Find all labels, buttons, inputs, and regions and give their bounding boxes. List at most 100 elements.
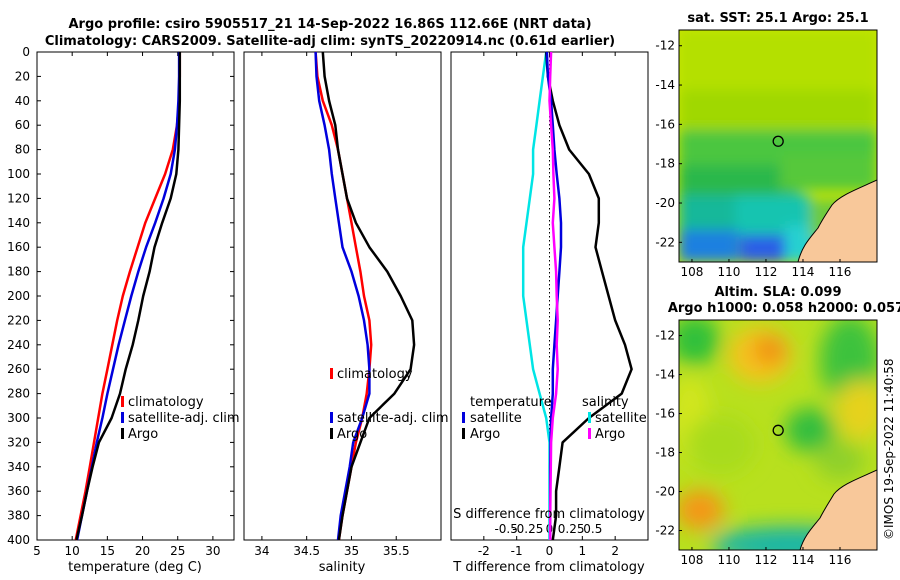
salinity-xlabel: salinity (319, 560, 366, 575)
sst-map-frame (678, 29, 878, 263)
legend-temp-satellite-swatch (462, 412, 465, 423)
lon-tick-label: 112 (755, 553, 778, 567)
legend-argo: Argo (337, 427, 367, 442)
lon-tick-label: 108 (681, 265, 704, 279)
imos-watermark: ©IMOS 19-Sep-2022 11:40:58 (882, 358, 896, 540)
depth-tick-label: 320 (7, 435, 30, 449)
lat-tick-label: -14 (655, 78, 675, 92)
temperature-panel: 0204060801001201401601802002202402602803… (7, 45, 648, 575)
t-difference-x-axis: -2 -1 0 1 2 (478, 52, 619, 558)
sst-map-axes: 108 110 112 114 116 -12 -14 -16 -18 -20 -22 (655, 39, 851, 279)
series-climatology-line (314, 51, 373, 541)
temperature-axes (36, 51, 235, 541)
legend-climatology: climatology (337, 367, 413, 382)
s-tick-label: 0.25 (558, 522, 585, 536)
legend-temp-argo: Argo (470, 427, 500, 442)
depth-tick-label: 0 (22, 45, 30, 59)
lat-tick-label: -14 (655, 368, 675, 382)
legend-climatology: climatology (128, 395, 204, 410)
x-tick-label: 0 (546, 544, 554, 558)
legend-argo-swatch (121, 428, 124, 439)
depth-tick-label: 260 (7, 362, 30, 376)
depth-tick-label: 100 (7, 167, 30, 181)
x-tick-label: 35 (344, 544, 359, 558)
depth-tick-label: 60 (15, 118, 30, 132)
legend-temp-argo-swatch (462, 428, 465, 439)
x-tick-label: 35.5 (383, 544, 410, 558)
series-temperature-argo-line (544, 51, 633, 541)
x-tick-label: 34 (254, 544, 269, 558)
argo-location-marker (772, 424, 784, 436)
x-tick-label: -1 (511, 544, 523, 558)
sla-map-frame (678, 319, 878, 551)
legend-satellite: satellite-adj. clim (337, 411, 449, 426)
salinity-panel: 34 34.5 35 35.5 salinity climatology satell… (243, 51, 449, 575)
depth-tick-label: 340 (7, 460, 30, 474)
legend-salinity-title: salinity (582, 395, 629, 410)
lon-tick-label: 116 (829, 553, 852, 567)
legend-temperature-title: temperature (470, 395, 552, 410)
lon-tick-label: 110 (718, 553, 741, 567)
x-tick-label: -2 (478, 544, 490, 558)
x-tick-label: 34.5 (293, 544, 320, 558)
lat-tick-label: -16 (655, 117, 675, 131)
lat-tick-label: -12 (655, 329, 675, 343)
title-line-1: Argo profile: csiro 5905517_21 14-Sep-20… (68, 17, 591, 32)
temperature-legend: climatology satellite-adj. clim Argo (121, 395, 240, 442)
legend-argo-swatch (330, 428, 333, 439)
depth-tick-label: 180 (7, 265, 30, 279)
legend-satellite: satellite-adj. clim (128, 411, 240, 426)
x-tick-label: 20 (135, 544, 150, 558)
legend-sal-argo-swatch (588, 428, 591, 439)
x-tick-label: 10 (65, 544, 80, 558)
lon-tick-label: 110 (718, 265, 741, 279)
land (799, 469, 877, 550)
s-difference-xlabel: S difference from climatology (453, 507, 645, 522)
depth-tick-label: 200 (7, 289, 30, 303)
x-tick-label: 1 (579, 544, 587, 558)
difference-panel: -2 -1 0 1 2 -0.5-0.25 0 0.250.5 T difference f… (450, 51, 649, 575)
legend-argo: Argo (128, 427, 158, 442)
x-tick-label: 2 (611, 544, 619, 558)
lat-tick-label: -20 (655, 485, 675, 499)
depth-tick-label: 220 (7, 313, 30, 327)
depth-tick-label: 380 (7, 509, 30, 523)
lon-tick-label: 108 (681, 553, 704, 567)
sst-map-title: sat. SST: 25.1 Argo: 25.1 (687, 11, 868, 26)
salinity-x-axis: 34 34.5 35 35.5 (254, 52, 410, 558)
x-tick-label: 5 (33, 544, 41, 558)
sst-map: sat. SST: 25.1 Argo: 25.1 108 110 112 114 11… (655, 11, 878, 279)
depth-tick-label: 140 (7, 216, 30, 230)
legend-satellite-swatch (330, 412, 333, 423)
sla-field (679, 320, 877, 550)
depth-tick-label: 120 (7, 191, 30, 205)
legend-sal-argo: Argo (595, 427, 625, 442)
depth-tick-label: 400 (7, 533, 30, 547)
lat-tick-label: -16 (655, 407, 675, 421)
salinity-legend: climatology satellite-adj. clim Argo (330, 367, 449, 442)
series-argo-line (75, 52, 182, 541)
depth-tick-label: 240 (7, 338, 30, 352)
lon-tick-label: 114 (792, 553, 815, 567)
lon-tick-label: 112 (755, 265, 778, 279)
depth-tick-label: 80 (15, 143, 30, 157)
sla-map-axes: 108 110 112 114 116 -12 -14 -16 -18 -20 -22 (655, 329, 851, 567)
difference-legend: temperature salinity satellite Argo sate… (462, 395, 647, 442)
argo-location-marker (772, 135, 784, 147)
series-salinity-argo-line (548, 51, 559, 540)
legend-temp-satellite: satellite (470, 411, 522, 426)
legend-sal-satellite: satellite (595, 411, 647, 426)
s-tick-label: 0.5 (583, 522, 602, 536)
legend-climatology-swatch (330, 368, 333, 379)
sla-map: Altim. SLA: 0.099 Argo h1000: 0.058 h200… (655, 285, 900, 567)
sst-field (679, 30, 877, 262)
depth-tick-label: 20 (15, 69, 30, 83)
x-tick-label: 25 (170, 544, 185, 558)
lat-tick-label: -12 (655, 39, 675, 53)
temperature-x-axis: 5 10 15 20 25 30 (33, 52, 221, 558)
lat-tick-label: -22 (655, 524, 675, 538)
salinity-axes (243, 51, 442, 541)
temperature-xlabel: temperature (deg C) (68, 560, 202, 575)
title-line-2: Climatology: CARS2009. Satellite-adj cli… (45, 34, 615, 49)
